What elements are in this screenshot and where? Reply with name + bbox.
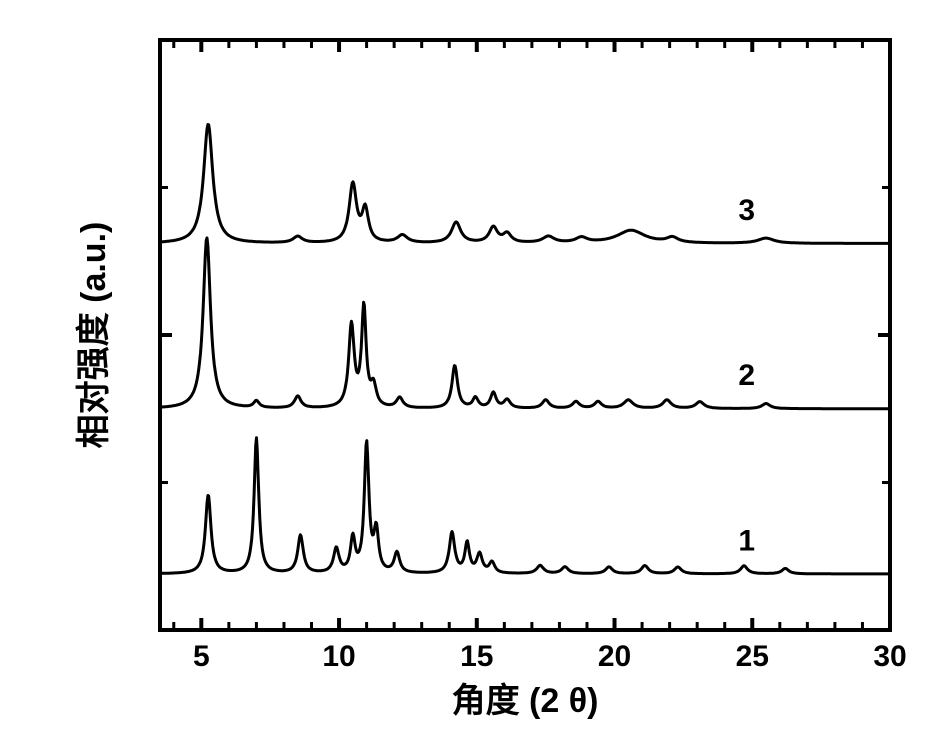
x-tick-label: 15 xyxy=(460,640,493,673)
pattern-1-label: 1 xyxy=(738,524,755,557)
x-tick-label: 20 xyxy=(598,640,631,673)
xrd-chart: 5 10 15 20 25 30 1 2 3 角度 (2 θ) 相对强度 (a.u.) xyxy=(0,0,930,729)
x-tick-label: 10 xyxy=(322,640,355,673)
x-tick-label: 5 xyxy=(193,640,210,673)
pattern-2-label: 2 xyxy=(738,359,755,392)
x-tick-label: 25 xyxy=(736,640,769,673)
x-tick-label: 30 xyxy=(873,640,906,673)
chart-bg xyxy=(0,0,930,729)
x-axis-label: 角度 (2 θ) xyxy=(452,682,599,720)
pattern-3-label: 3 xyxy=(738,194,755,227)
y-axis-label: 相对强度 (a.u.) xyxy=(75,222,113,449)
